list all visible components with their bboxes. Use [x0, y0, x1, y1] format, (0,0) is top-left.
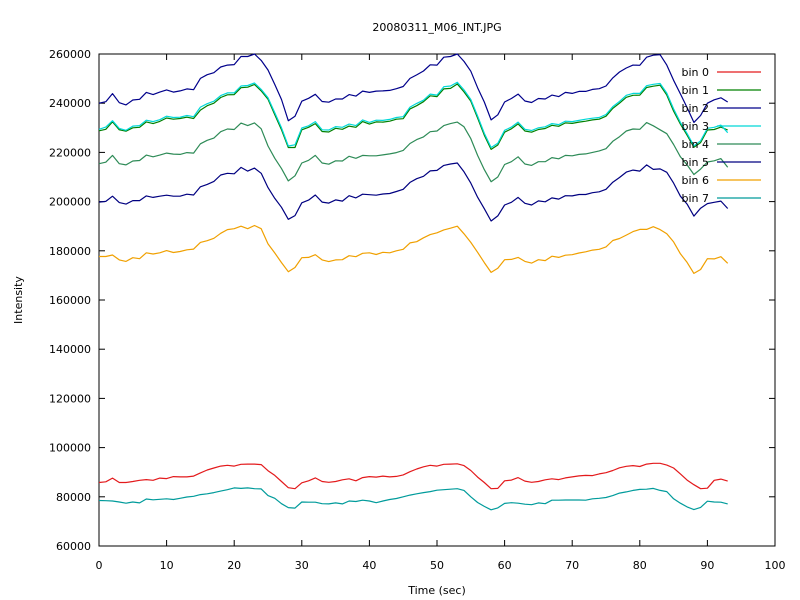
x-tick-label: 50 — [430, 559, 444, 572]
y-tick-label: 220000 — [49, 146, 91, 159]
series-line-bin-5 — [98, 162, 729, 222]
x-tick-label: 100 — [765, 559, 786, 572]
y-tick-label: 100000 — [49, 442, 91, 455]
series-line-bin-6 — [99, 224, 729, 274]
y-tick-label: 120000 — [49, 392, 91, 405]
legend-label: bin 4 — [681, 138, 709, 151]
x-tick-label: 10 — [160, 559, 174, 572]
series-line-bin-3 — [98, 81, 729, 149]
plot-area — [98, 53, 776, 547]
y-tick-label: 80000 — [56, 491, 91, 504]
y-axis-label: Intensity — [12, 276, 25, 324]
y-tick-label: 180000 — [49, 245, 91, 258]
series-line-bin-0 — [98, 462, 728, 490]
legend-label: bin 2 — [681, 102, 709, 115]
series-lines — [98, 53, 729, 511]
chart-title: 20080311_M06_INT.JPG — [372, 21, 501, 34]
legend-label: bin 6 — [681, 174, 709, 187]
x-axis-ticks: 0 10 20 30 40 50 60 70 80 90 100 — [96, 54, 786, 572]
series-line-bin-4 — [98, 121, 729, 183]
legend-label: bin 1 — [681, 84, 709, 97]
x-tick-label: 90 — [700, 559, 714, 572]
x-tick-label: 30 — [295, 559, 309, 572]
y-tick-label: 60000 — [56, 540, 91, 553]
x-tick-label: 80 — [633, 559, 647, 572]
y-tick-label: 140000 — [49, 343, 91, 356]
legend-label: bin 3 — [681, 120, 709, 133]
series-line-bin-1 — [98, 83, 728, 150]
x-tick-label: 60 — [498, 559, 512, 572]
x-axis-label: Time (sec) — [407, 584, 466, 597]
x-tick-label: 70 — [565, 559, 579, 572]
series-line-bin-2 — [98, 53, 729, 124]
y-tick-label: 240000 — [49, 97, 91, 110]
legend: bin 0 bin 1 bin 2 bin 3 bin 4 bin 5 bin 6 bin 7 — [681, 66, 761, 205]
legend-label: bin 0 — [681, 66, 709, 79]
x-tick-label: 20 — [227, 559, 241, 572]
y-tick-label: 260000 — [49, 48, 91, 61]
x-tick-label: 40 — [362, 559, 376, 572]
x-tick-label: 0 — [96, 559, 103, 572]
y-axis-ticks: 60000 80000 100000 120000 140000 160000 180000… — [49, 48, 775, 553]
plot-frame — [98, 53, 776, 547]
series-line-bin-7 — [98, 487, 728, 511]
legend-label: bin 7 — [681, 192, 709, 205]
legend-label: bin 5 — [681, 156, 709, 169]
y-tick-label: 200000 — [49, 196, 91, 209]
y-tick-label: 160000 — [49, 294, 91, 307]
